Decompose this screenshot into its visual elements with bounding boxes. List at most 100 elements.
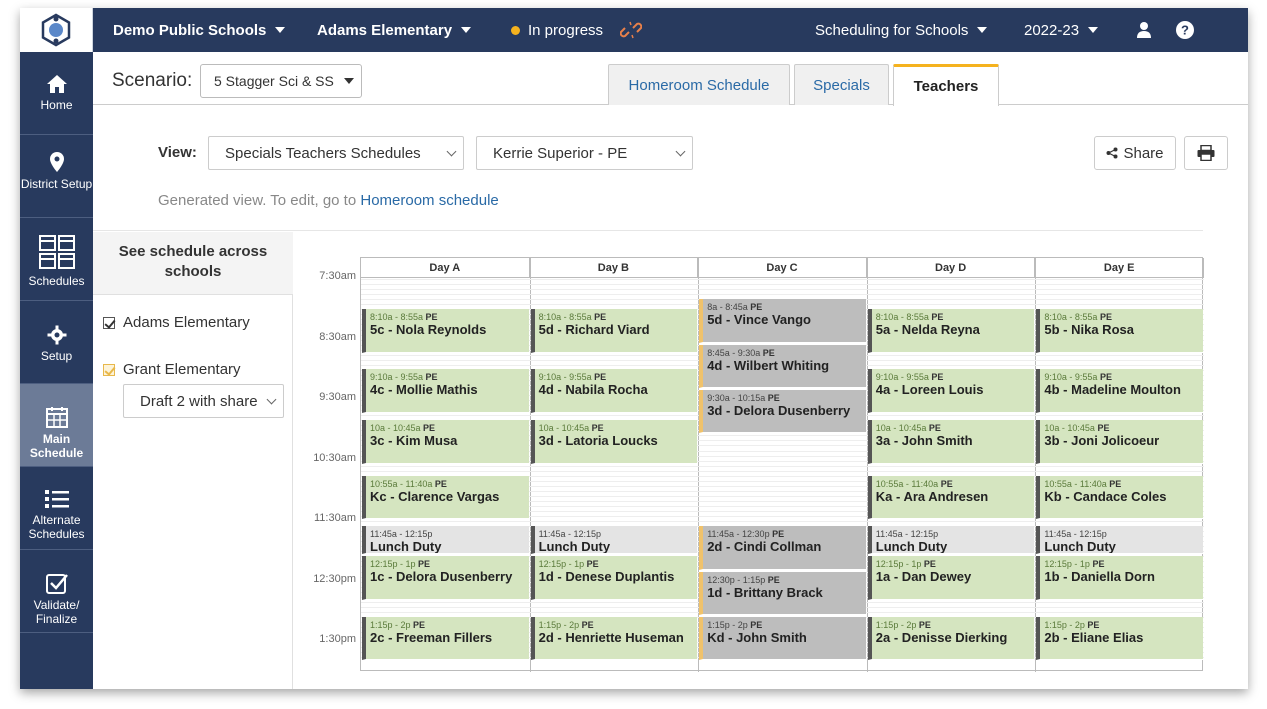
sidebar-item-label: Validate/ Finalize bbox=[33, 598, 80, 626]
event-name: 5d - Vince Vango bbox=[707, 312, 811, 328]
event-name: 5a - Nelda Reyna bbox=[875, 322, 980, 338]
teacher-select[interactable]: Kerrie Superior - PE bbox=[476, 136, 693, 170]
event-name: 3b - Joni Jolicoeur bbox=[1044, 433, 1160, 449]
schedule-event[interactable]: 11:45a - 12:15p Lunch Duty bbox=[1036, 526, 1203, 555]
schedule-calendar: Day A Day B Day C Day D Day E 8:10a - 8:55a P… bbox=[360, 257, 1204, 672]
event-time: 11:45a - 12:15p bbox=[876, 529, 1035, 539]
sidebar-item-alternate-schedules[interactable]: Alternate Schedules bbox=[20, 467, 93, 550]
district-dropdown[interactable]: Demo Public Schools bbox=[113, 8, 286, 52]
schedule-event[interactable]: 1:15p - 2p PE 2b - Eliane Elias bbox=[1036, 616, 1203, 661]
day-header: Day A bbox=[361, 258, 530, 278]
event-time-range: 8:10a - 8:55a bbox=[1044, 312, 1100, 323]
schedule-event[interactable]: 10a - 10:45a PE 3c - Kim Musa bbox=[362, 420, 529, 464]
help-icon[interactable]: ? bbox=[1176, 8, 1194, 52]
schedule-event[interactable]: 11:45a - 12:15p Lunch Duty bbox=[362, 526, 529, 555]
sidebar-item-district-setup[interactable]: District Setup bbox=[20, 135, 93, 218]
grid-line bbox=[361, 450, 1204, 452]
chevron-down-icon bbox=[977, 27, 988, 33]
checkbox-icon[interactable] bbox=[103, 316, 115, 329]
schedule-event[interactable]: 10a - 10:45a PE 3b - Joni Jolicoeur bbox=[1036, 420, 1203, 464]
schedule-event[interactable]: 9:30a - 10:15a PE 3d - Delora Dusenberry bbox=[699, 390, 866, 434]
tab-specials[interactable]: Specials bbox=[794, 64, 889, 105]
schedule-event[interactable]: 9:10a - 9:55a PE 4b - Madeline Moulton bbox=[1036, 368, 1203, 414]
schedule-event[interactable]: 1:15p - 2p PE 2a - Denisse Dierking bbox=[867, 616, 1035, 661]
sidebar-item-validate-finalize[interactable]: Validate/ Finalize bbox=[20, 550, 93, 633]
event-time: 10:55a - 11:40a PE bbox=[370, 479, 529, 489]
grid-line bbox=[361, 475, 1204, 477]
schedule-event[interactable]: 10:55a - 11:40a PE Kc - Clarence Vargas bbox=[362, 475, 529, 520]
event-time-range: 12:30p - 1:15p bbox=[707, 574, 768, 585]
app-logo[interactable] bbox=[20, 8, 93, 52]
schedule-event[interactable]: 10:55a - 11:40a PE Kb - Candace Coles bbox=[1036, 475, 1203, 520]
event-time-range: 1:15p - 2p bbox=[875, 619, 919, 630]
school-option-grant[interactable]: Grant Elementary bbox=[103, 361, 241, 378]
print-button[interactable] bbox=[1184, 136, 1228, 170]
schedule-event[interactable]: 8a - 8:45a PE 5d - Vince Vango bbox=[699, 299, 866, 343]
tab-homeroom-schedule[interactable]: Homeroom Schedule bbox=[608, 64, 790, 105]
map-pin-icon bbox=[49, 152, 64, 172]
schedule-event[interactable]: 8:10a - 8:55a PE 5d - Richard Viard bbox=[530, 309, 698, 353]
day-header: Day D bbox=[866, 258, 1036, 278]
school-option-adams[interactable]: Adams Elementary bbox=[103, 314, 250, 331]
grid-line bbox=[361, 470, 1204, 472]
event-time: 10a - 10:45a PE bbox=[370, 423, 529, 433]
column-divider bbox=[1035, 258, 1037, 672]
event-time-range: 8:10a - 8:55a bbox=[875, 312, 932, 323]
event-time: 8:10a - 8:55a PE bbox=[539, 312, 698, 322]
tab-teachers[interactable]: Teachers bbox=[893, 64, 999, 106]
grid-line bbox=[361, 495, 1204, 497]
sidebar-item-schedules[interactable]: Schedules bbox=[20, 218, 93, 301]
event-time-range: 1:15p - 2p bbox=[707, 619, 751, 630]
scenario-dropdown[interactable]: 5 Stagger Sci & SS bbox=[200, 64, 362, 98]
schedule-event[interactable]: 12:15p - 1p PE 1c - Delora Dusenberry bbox=[362, 556, 529, 600]
schedule-event[interactable]: 10a - 10:45a PE 3a - John Smith bbox=[867, 420, 1035, 464]
schedule-event[interactable]: 9:10a - 9:55a PE 4a - Loreen Louis bbox=[867, 368, 1035, 414]
schedule-event[interactable]: 9:10a - 9:55a PE 4d - Nabila Rocha bbox=[530, 368, 698, 414]
schedule-event[interactable]: 11:45a - 12:15p Lunch Duty bbox=[867, 526, 1035, 555]
event-time-range: 12:15p - 1p bbox=[875, 559, 924, 570]
share-button[interactable]: Share bbox=[1094, 136, 1176, 170]
sidebar-item-setup[interactable]: Setup bbox=[20, 301, 93, 384]
product-dropdown[interactable]: Scheduling for Schools bbox=[815, 8, 988, 52]
schedule-event[interactable]: 8:10a - 8:55a PE 5b - Nika Rosa bbox=[1036, 309, 1203, 353]
schedule-event[interactable]: 8:10a - 8:55a PE 5c - Nola Reynolds bbox=[362, 309, 529, 353]
day-header: Day B bbox=[529, 258, 699, 278]
schedule-event[interactable]: 8:10a - 8:55a PE 5a - Nelda Reyna bbox=[867, 309, 1035, 353]
checkbox-icon[interactable] bbox=[103, 363, 115, 376]
user-icon[interactable] bbox=[1136, 8, 1152, 52]
share-label: Share bbox=[1123, 144, 1164, 162]
school-dropdown[interactable]: Adams Elementary bbox=[317, 8, 472, 52]
event-name: Ka - Ara Andresen bbox=[875, 488, 989, 504]
event-time-range: 1:15p - 2p bbox=[538, 619, 582, 630]
chevron-down-icon bbox=[446, 146, 457, 157]
homeroom-schedule-link[interactable]: Homeroom schedule bbox=[360, 192, 499, 209]
sidebar: Home District Setup Schedules Setup bbox=[20, 52, 93, 689]
time-label: 8:30am bbox=[319, 330, 356, 343]
schedule-event[interactable]: 10:55a - 11:40a PE Ka - Ara Andresen bbox=[867, 475, 1035, 520]
year-dropdown[interactable]: 2022-23 bbox=[1024, 8, 1099, 52]
status-label: In progress bbox=[528, 21, 604, 39]
view-select[interactable]: Specials Teachers Schedules bbox=[208, 136, 464, 170]
schedule-event[interactable]: 1:15p - 2p PE 2c - Freeman Fillers bbox=[362, 616, 529, 661]
event-tag: PE bbox=[591, 423, 604, 434]
schedule-event[interactable]: 1:15p - 2p PE Kd - John Smith bbox=[699, 616, 866, 661]
schedule-event[interactable]: 12:30p - 1:15p PE 1d - Brittany Brack bbox=[699, 571, 866, 615]
event-tag: PE bbox=[931, 312, 944, 323]
schedule-event[interactable]: 12:15p - 1p PE 1b - Daniella Dorn bbox=[1036, 556, 1203, 600]
broken-link-icon[interactable] bbox=[620, 8, 642, 52]
event-tag: PE bbox=[1097, 423, 1110, 434]
schedule-event[interactable]: 11:45a - 12:30p PE 2d - Cindi Collman bbox=[699, 526, 866, 570]
schedule-event[interactable]: 10a - 10:45a PE 3d - Latoria Loucks bbox=[530, 420, 698, 464]
sidebar-item-main-schedule[interactable]: Main Schedule bbox=[20, 384, 93, 467]
schedule-event[interactable]: 11:45a - 12:15p Lunch Duty bbox=[530, 526, 698, 555]
schedule-event[interactable]: 1:15p - 2p PE 2d - Henriette Huseman bbox=[530, 616, 698, 661]
schedule-event[interactable]: 12:15p - 1p PE 1d - Denese Duplantis bbox=[530, 556, 698, 600]
sidebar-item-home[interactable]: Home bbox=[20, 52, 93, 135]
schedule-event[interactable]: 12:15p - 1p PE 1a - Dan Dewey bbox=[867, 556, 1035, 600]
schedule-event[interactable]: 9:10a - 9:55a PE 4c - Mollie Mathis bbox=[362, 368, 529, 414]
schedule-event[interactable]: 8:45a - 9:30a PE 4d - Wilbert Whiting bbox=[699, 344, 866, 388]
event-time: 9:10a - 9:55a PE bbox=[1044, 372, 1203, 382]
column-divider bbox=[698, 258, 700, 672]
draft-select[interactable]: Draft 2 with share bbox=[123, 384, 284, 418]
sidebar-item-label: Main Schedule bbox=[29, 432, 84, 460]
